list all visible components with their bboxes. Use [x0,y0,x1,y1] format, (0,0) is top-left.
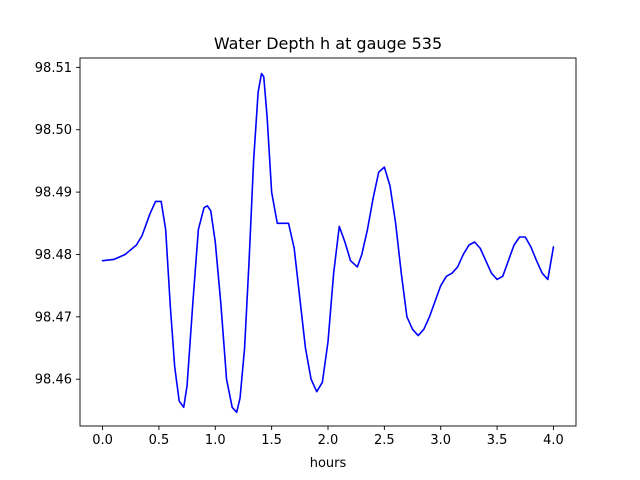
x-axis-title: hours [310,456,347,471]
x-tick-label: 2.0 [318,433,339,448]
x-tick-label: 4.0 [543,433,564,448]
y-tick-label: 98.50 [35,123,72,138]
x-tick-label: 3.5 [487,433,508,448]
y-tick-label: 98.46 [35,373,72,388]
x-tick-label: 0.0 [92,433,113,448]
series-line-0 [101,72,555,414]
x-tick-label: 2.5 [374,433,395,448]
x-tick-label: 1.5 [261,433,282,448]
x-tick-label: 1.0 [205,433,226,448]
y-tick-label: 98.48 [35,248,72,263]
y-tick-label: 98.49 [35,186,72,201]
x-tick-label: 3.0 [430,433,451,448]
y-tick-label: 98.51 [35,61,72,76]
y-tick-label: 98.47 [35,310,72,325]
x-tick-label: 0.5 [149,433,170,448]
chart-title: Water Depth h at gauge 535 [214,34,442,53]
plot-area: 0.0 0.5 1.0 1.5 2.0 2.5 3.0 3.5 4.0 98.46 98.47 98.… [35,57,577,448]
